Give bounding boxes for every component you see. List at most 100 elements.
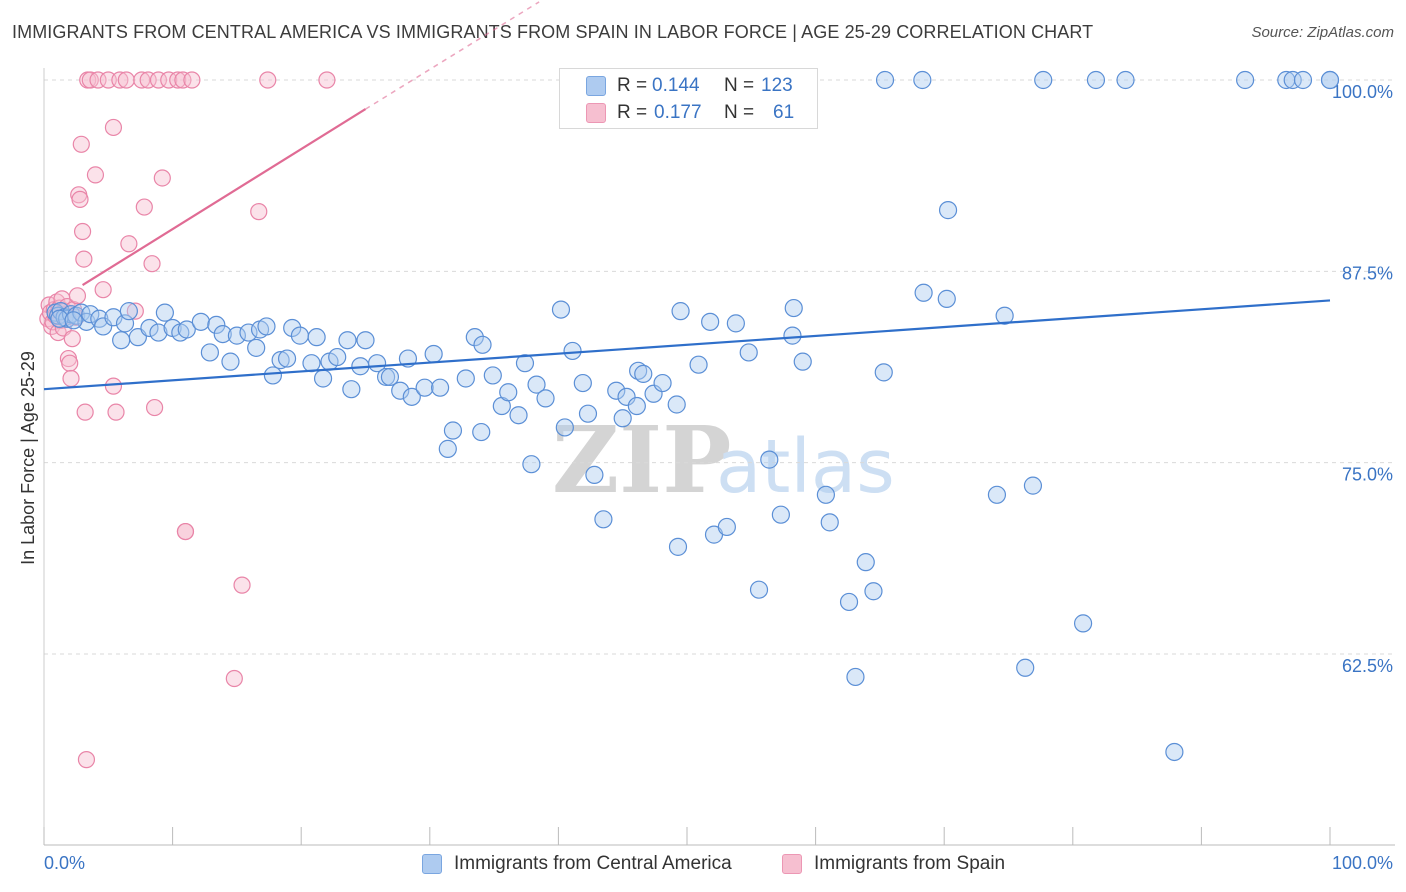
data-point-central-america	[937, 289, 956, 308]
data-point-central-america	[1086, 70, 1106, 90]
data-point-central-america	[342, 380, 361, 399]
data-point-central-america	[634, 364, 653, 383]
data-point-central-america	[594, 510, 613, 529]
trend-lines	[43, 1, 1331, 391]
data-point-spain	[225, 669, 243, 688]
data-point-central-america	[839, 592, 859, 612]
data-point-spain	[72, 135, 90, 153]
data-point-spain	[176, 522, 195, 541]
data-point-central-america	[415, 378, 434, 397]
stats-swatch-pink	[586, 103, 606, 123]
data-point-spain	[133, 71, 151, 89]
data-point-central-america	[585, 465, 604, 485]
data-point-central-america	[104, 308, 123, 327]
data-point-central-america	[717, 517, 736, 537]
legend-item-spain[interactable]: Immigrants from Spain	[782, 853, 1005, 875]
data-point-central-america	[563, 341, 582, 361]
data-point-central-america	[72, 303, 91, 322]
data-point-spain	[63, 330, 81, 348]
data-point-central-america	[816, 485, 835, 504]
data-point-spain	[68, 287, 87, 305]
data-point-central-america	[671, 302, 690, 321]
data-point-central-america	[227, 326, 246, 345]
trend-line-central-america	[43, 299, 1331, 391]
data-point-spain	[318, 71, 336, 89]
data-point-spain	[75, 250, 93, 268]
data-point-central-america	[689, 355, 708, 374]
data-point-central-america	[1293, 70, 1313, 90]
data-point-central-america	[987, 485, 1007, 504]
grid-lines	[44, 79, 1395, 655]
data-point-central-america	[1073, 614, 1093, 633]
data-point-central-america	[313, 369, 333, 388]
data-point-central-america	[177, 320, 196, 339]
data-point-spain	[169, 71, 187, 89]
data-point-central-america	[94, 317, 113, 336]
data-point-central-america	[328, 347, 347, 367]
data-point-central-america	[856, 553, 875, 572]
data-point-central-america	[239, 323, 258, 342]
stats-row-spain: R = 0.177 N = 61	[560, 100, 819, 126]
data-point-spain	[104, 377, 123, 395]
data-point-central-america	[338, 331, 357, 350]
data-point-spain	[77, 751, 96, 769]
data-point-central-america	[820, 513, 839, 532]
data-point-central-america	[499, 383, 518, 402]
source-credit: Source: ZipAtlas.com	[1251, 24, 1394, 41]
data-point-spain	[143, 255, 161, 273]
data-point-central-america	[913, 70, 932, 90]
data-point-central-america	[221, 352, 240, 371]
data-point-central-america	[430, 378, 450, 397]
data-point-central-america	[784, 298, 803, 318]
data-point-central-america	[667, 395, 686, 414]
data-point-central-america	[739, 343, 758, 362]
y-tick-label: 87.5%	[1342, 263, 1393, 283]
data-point-central-america	[149, 323, 168, 342]
data-point-central-america	[1320, 70, 1340, 90]
stats-r-value: 0.144	[652, 75, 700, 96]
data-point-central-america	[653, 373, 672, 393]
data-point-central-america	[536, 389, 555, 408]
data-point-central-america	[783, 326, 802, 345]
data-point-central-america	[213, 324, 232, 344]
data-point-central-america	[443, 421, 463, 440]
data-point-central-america	[726, 314, 745, 333]
data-point-central-america	[155, 303, 174, 322]
data-point-spain	[145, 398, 164, 417]
bottom-legend: Immigrants from Central America Immigran…	[0, 850, 1406, 880]
data-point-central-america	[1236, 70, 1255, 90]
data-point-central-america	[1165, 742, 1184, 762]
data-point-central-america	[271, 351, 290, 370]
data-point-central-america	[522, 455, 541, 474]
data-point-central-america	[995, 306, 1014, 325]
data-point-spain	[183, 71, 201, 89]
data-point-central-america	[263, 366, 283, 385]
data-point-central-america	[277, 349, 297, 368]
legend-item-central-america[interactable]: Immigrants from Central America	[422, 853, 732, 875]
data-point-central-america	[875, 70, 895, 90]
data-point-central-america	[207, 315, 226, 335]
y-tick-labels: 62.5% 75.0% 87.5% 100.0%	[1332, 82, 1393, 676]
data-point-central-america	[760, 450, 779, 469]
data-point-central-america	[864, 582, 883, 601]
legend-label-spain: Immigrants from Spain	[814, 853, 1006, 874]
watermark-zip: ZIP	[552, 406, 731, 514]
y-tick-label: 62.5%	[1342, 656, 1393, 676]
data-point-central-america	[140, 318, 159, 338]
data-point-central-america	[302, 354, 321, 373]
series-spain-points	[39, 71, 336, 769]
stats-r-label: R =	[617, 102, 648, 123]
data-point-central-america	[607, 381, 626, 400]
trend-line-spain-extension	[365, 1, 540, 110]
data-point-central-america	[771, 505, 790, 524]
data-point-central-america	[1016, 658, 1035, 677]
data-point-central-america	[613, 409, 632, 428]
data-point-spain	[126, 302, 144, 320]
y-axis-label: In Labor Force | Age 25-29	[18, 351, 38, 565]
data-point-central-america	[846, 667, 865, 687]
data-point-spain	[86, 166, 105, 184]
legend-swatch-blue	[422, 854, 442, 874]
data-point-central-america	[1034, 70, 1053, 90]
data-point-spain	[76, 403, 94, 421]
